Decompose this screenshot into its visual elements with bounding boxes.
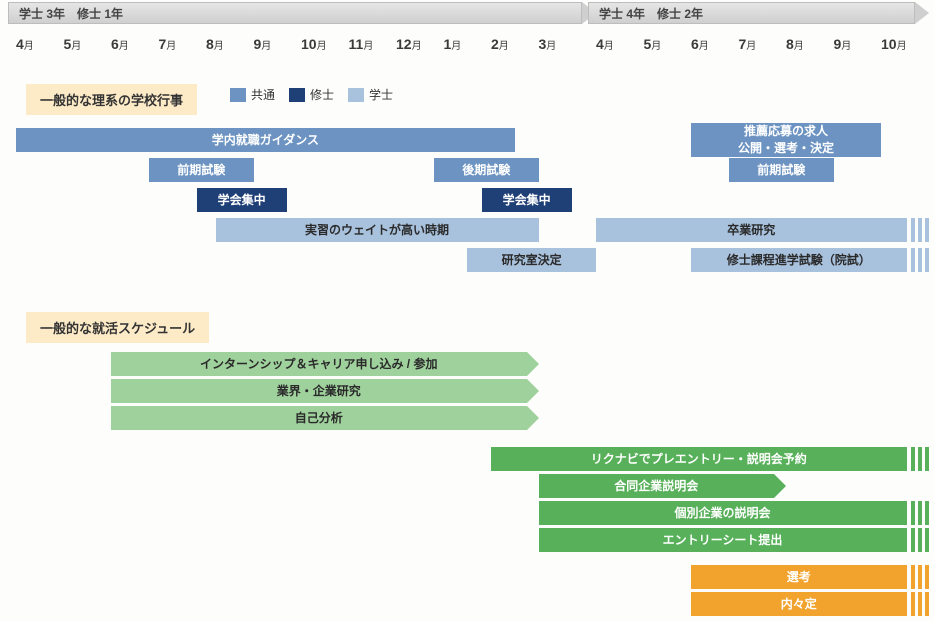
bar-continuation-stripe xyxy=(911,565,929,589)
year-header: 学士 3年 修士 1年 xyxy=(8,2,582,24)
year-header: 学士 4年 修士 2年 xyxy=(588,2,915,24)
gantt-bar: 自己分析 xyxy=(111,406,527,430)
month-label: 9月 xyxy=(834,36,852,52)
bar-arrow-icon xyxy=(527,379,539,403)
legend-swatch xyxy=(230,88,246,102)
month-label: 11月 xyxy=(349,36,374,52)
gantt-bar: 実習のウェイトが高い時期 xyxy=(216,218,539,242)
gantt-bar: 修士課程進学試験（院試） xyxy=(691,248,907,272)
month-label: 6月 xyxy=(691,36,709,52)
month-label: 10月 xyxy=(881,36,907,52)
gantt-bar: 内々定 xyxy=(691,592,907,616)
gantt-bar: 学会集中 xyxy=(197,188,287,212)
month-label: 8月 xyxy=(786,36,804,52)
gantt-bar: 合同企業説明会 xyxy=(539,474,775,498)
gantt-bar: 学内就職ガイダンス xyxy=(16,128,515,152)
legend-label: 学士 xyxy=(369,86,393,103)
legend-swatch xyxy=(348,88,364,102)
legend-item: 学士 xyxy=(348,86,393,103)
year-header-arrow xyxy=(915,2,929,24)
section-title: 一般的な理系の学校行事 xyxy=(26,84,197,115)
gantt-bar: 推薦応募の求人公開・選考・決定 xyxy=(691,123,881,157)
month-label: 6月 xyxy=(111,36,129,52)
bar-continuation-stripe xyxy=(911,447,929,471)
bar-arrow-icon xyxy=(527,352,539,376)
gantt-bar: 選考 xyxy=(691,565,907,589)
month-label: 9月 xyxy=(254,36,272,52)
month-axis: 4月 5月 6月 7月 8月 9月 10月 11月 12月 1月 2月 3月 4月 5月 6月 7月 8月 9月 1… xyxy=(0,36,934,60)
bar-arrow-icon xyxy=(774,474,786,498)
section-title: 一般的な就活スケジュール xyxy=(26,312,209,343)
bar-continuation-stripe xyxy=(911,592,929,616)
month-label: 2月 xyxy=(491,36,509,52)
month-label: 5月 xyxy=(644,36,662,52)
gantt-bar: 研究室決定 xyxy=(467,248,596,272)
bar-continuation-stripe xyxy=(911,528,929,552)
gantt-bar: 業界・企業研究 xyxy=(111,379,527,403)
gantt-bar: インターンシップ＆キャリア申し込み / 参加 xyxy=(111,352,527,376)
gantt-bar: 前期試験 xyxy=(729,158,834,182)
month-label: 7月 xyxy=(159,36,177,52)
gantt-bar: 個別企業の説明会 xyxy=(539,501,907,525)
legend: 共通 修士 学士 xyxy=(230,86,393,103)
month-label: 3月 xyxy=(539,36,557,52)
gantt-bar: リクナビでプレエントリー・説明会予約 xyxy=(491,447,907,471)
month-label: 4月 xyxy=(16,36,34,52)
legend-item: 修士 xyxy=(289,86,334,103)
legend-swatch xyxy=(289,88,305,102)
gantt-bar: エントリーシート提出 xyxy=(539,528,907,552)
month-label: 8月 xyxy=(206,36,224,52)
bar-arrow-icon xyxy=(527,406,539,430)
gantt-bar: 後期試験 xyxy=(434,158,539,182)
legend-label: 共通 xyxy=(251,86,275,103)
gantt-bar: 学会集中 xyxy=(482,188,572,212)
bar-continuation-stripe xyxy=(911,248,929,272)
month-label: 12月 xyxy=(396,36,422,52)
gantt-bar: 卒業研究 xyxy=(596,218,907,242)
month-label: 7月 xyxy=(739,36,757,52)
month-label: 4月 xyxy=(596,36,614,52)
bar-continuation-stripe xyxy=(911,218,929,242)
gantt-bar: 前期試験 xyxy=(149,158,254,182)
month-label: 1月 xyxy=(444,36,462,52)
bar-continuation-stripe xyxy=(911,501,929,525)
month-label: 5月 xyxy=(64,36,82,52)
legend-label: 修士 xyxy=(310,86,334,103)
legend-item: 共通 xyxy=(230,86,275,103)
month-label: 10月 xyxy=(301,36,327,52)
